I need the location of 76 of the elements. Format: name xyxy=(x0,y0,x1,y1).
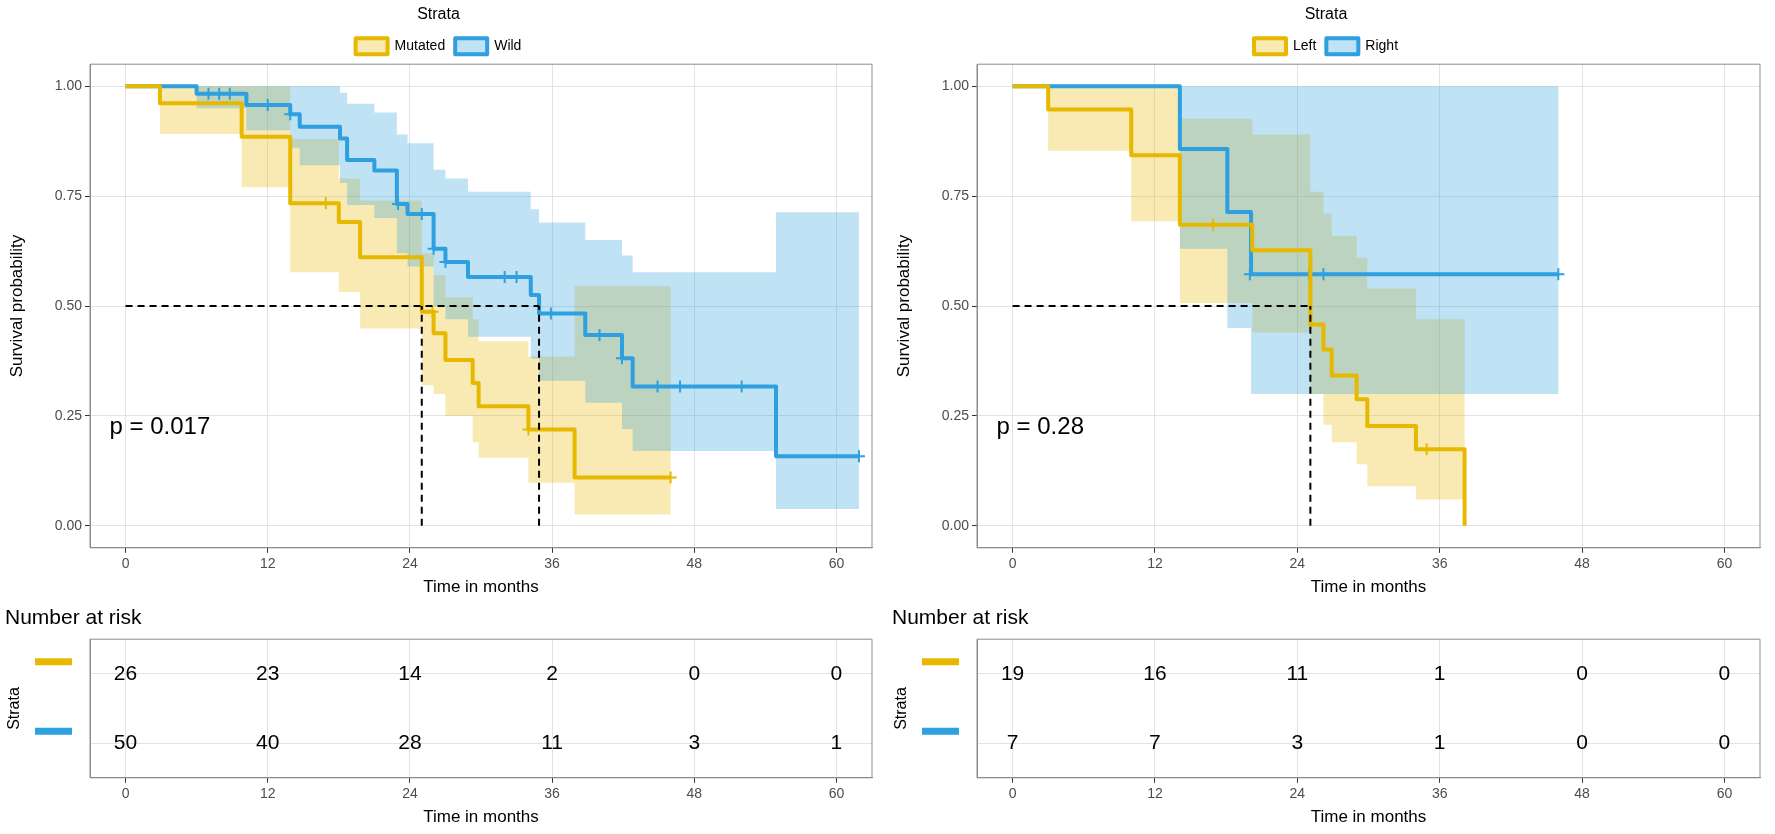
data-label: 14 xyxy=(398,660,422,684)
y-axis-title: Survival probability xyxy=(893,234,913,378)
data-label: 0 xyxy=(688,660,701,684)
x-tick-label: 48 xyxy=(1574,785,1591,802)
data-label: 40 xyxy=(256,729,280,753)
y-tick-label: 0.75 xyxy=(941,186,970,203)
data-label: 2 xyxy=(546,660,558,684)
x-tick-label: 60 xyxy=(828,785,845,802)
data-label: 0 xyxy=(1718,660,1731,684)
x-tick-label: 12 xyxy=(1147,555,1163,572)
legend-label: Right xyxy=(1365,37,1399,54)
x-tick-label: 60 xyxy=(1716,555,1733,572)
x-tick-label: 48 xyxy=(686,555,703,572)
legend-label: Mutated xyxy=(394,37,446,54)
x-tick-label: 24 xyxy=(402,785,418,802)
x-tick-label: 36 xyxy=(1431,785,1448,802)
data-label: 0 xyxy=(1718,729,1731,753)
data-label: 1 xyxy=(1433,660,1446,684)
x-tick-label: 36 xyxy=(544,785,561,802)
data-label: 3 xyxy=(1291,729,1304,753)
x-axis-title: Time in months xyxy=(1310,807,1427,827)
data-label: 23 xyxy=(256,660,280,684)
data-label: 28 xyxy=(398,729,422,753)
data-label: 0 xyxy=(1576,660,1588,684)
x-tick-label: 0 xyxy=(1008,785,1017,802)
x-axis-title: Time in months xyxy=(423,577,539,597)
x-tick-label: 0 xyxy=(1008,555,1017,572)
data-label: 7 xyxy=(1149,729,1161,753)
y-tick-label: 0.50 xyxy=(54,296,83,313)
x-tick-label: 60 xyxy=(828,555,845,572)
data-label: 16 xyxy=(1143,660,1167,684)
y-axis-title: Survival probability xyxy=(6,234,26,378)
x-tick-label: 24 xyxy=(1289,785,1306,802)
x-tick-label: 36 xyxy=(544,555,561,572)
data-label: 0 xyxy=(830,660,843,684)
legend-label: Left xyxy=(1292,37,1317,54)
data-label: 0 xyxy=(1576,729,1588,753)
x-tick-label: 24 xyxy=(1289,555,1306,572)
y-tick-label: 0.00 xyxy=(54,516,83,533)
y-tick-label: 1.00 xyxy=(54,77,83,94)
x-tick-label: 48 xyxy=(1574,555,1591,572)
y-tick-label: 0.25 xyxy=(54,406,83,423)
x-tick-label: 36 xyxy=(1431,555,1448,572)
data-label: 1 xyxy=(1433,729,1446,753)
data-label: 11 xyxy=(1286,660,1309,684)
data-label: 3 xyxy=(688,729,701,753)
data-label: 7 xyxy=(1006,729,1019,753)
y-axis-title: Strata xyxy=(5,687,23,730)
data-label: 1 xyxy=(830,729,843,753)
x-tick-label: 0 xyxy=(121,555,130,572)
data-label: 11 xyxy=(541,729,563,753)
legend-title: Strata xyxy=(417,5,460,23)
x-axis-title: Time in months xyxy=(423,807,539,827)
y-tick-label: 0.75 xyxy=(54,186,83,203)
x-tick-label: 12 xyxy=(1147,785,1163,802)
legend-title: Strata xyxy=(1304,5,1348,23)
chart-title: Number at risk xyxy=(892,605,1030,629)
x-tick-label: 24 xyxy=(402,555,418,572)
data-label: 19 xyxy=(1000,660,1025,684)
data-label: 50 xyxy=(113,729,138,753)
annotation: p = 0.017 xyxy=(109,411,211,439)
y-tick-label: 0.50 xyxy=(941,296,970,313)
x-tick-label: 48 xyxy=(686,785,703,802)
x-axis-title: Time in months xyxy=(1310,577,1427,597)
y-tick-label: 1.00 xyxy=(941,77,970,94)
y-axis-title: Strata xyxy=(892,687,910,730)
data-label: 26 xyxy=(113,660,138,684)
x-tick-label: 60 xyxy=(1716,785,1733,802)
annotation: p = 0.28 xyxy=(996,411,1084,439)
y-tick-label: 0.00 xyxy=(941,516,970,533)
y-tick-label: 0.25 xyxy=(941,406,970,423)
x-tick-label: 0 xyxy=(121,785,130,802)
x-tick-label: 12 xyxy=(259,555,276,572)
chart-title: Number at risk xyxy=(5,605,143,629)
x-tick-label: 12 xyxy=(259,785,276,802)
legend-label: Wild xyxy=(494,37,522,54)
